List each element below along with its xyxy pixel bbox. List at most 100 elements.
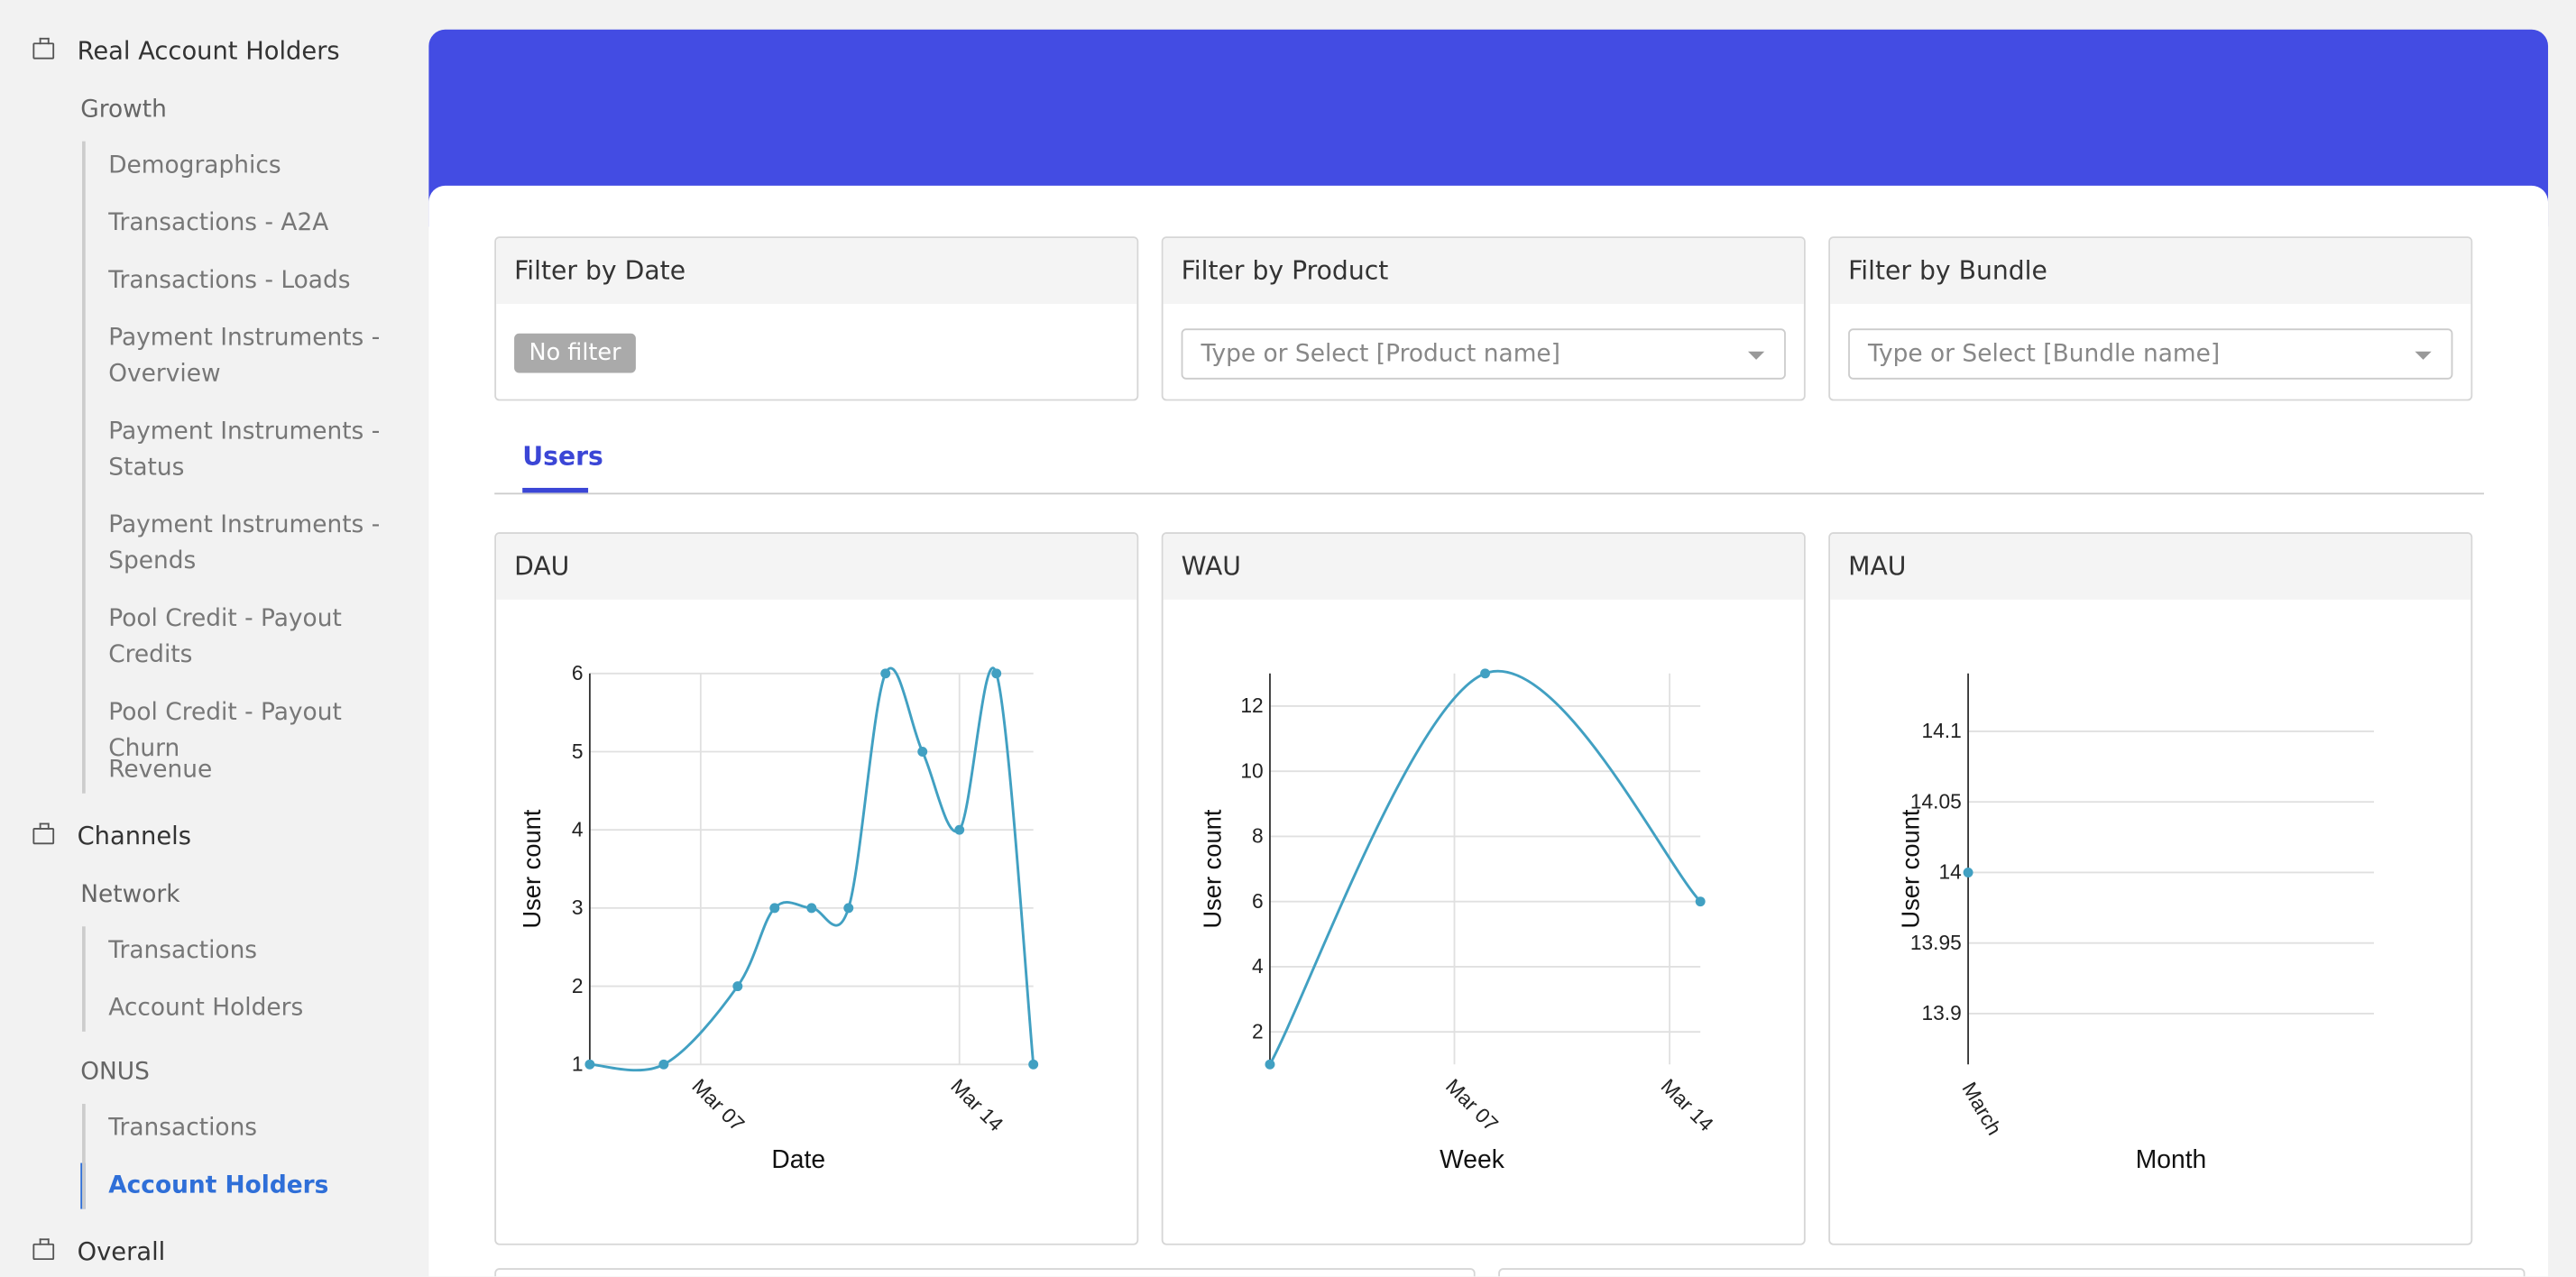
tab[interactable]: Users bbox=[522, 441, 603, 472]
y-tick-label: 13.95 bbox=[1910, 931, 1962, 954]
filter-title: Filter by Product bbox=[1163, 238, 1804, 304]
chart-panel: DAU bbox=[494, 532, 1139, 1245]
point bbox=[1265, 1059, 1275, 1070]
panel bbox=[494, 1268, 1476, 1277]
group-label[interactable]: ONUS bbox=[80, 1059, 150, 1086]
point bbox=[1963, 867, 1973, 877]
y-tick-label: 4 bbox=[1252, 954, 1264, 978]
nav-item[interactable]: Account Holders bbox=[108, 1172, 329, 1199]
y-tick-label: 10 bbox=[1240, 758, 1263, 782]
filter-panel: Filter by Bundle Type or Select [Bundle n… bbox=[1828, 236, 2473, 401]
point bbox=[843, 903, 854, 914]
tab-border bbox=[494, 492, 2485, 495]
briefcase-icon bbox=[32, 828, 55, 845]
point bbox=[1695, 896, 1706, 907]
section-label[interactable]: Channels bbox=[77, 821, 192, 851]
placeholder: Type or Select [Product name] bbox=[1201, 341, 1560, 369]
dropdown-caret bbox=[1748, 351, 1765, 360]
y-tick-label: 2 bbox=[572, 974, 584, 997]
x-tick-label: Mar 14 bbox=[946, 1074, 1007, 1135]
point bbox=[806, 903, 817, 914]
chart-title: WAU bbox=[1163, 533, 1804, 600]
nav-item[interactable]: Pool Credit - Payout Churn bbox=[108, 699, 342, 763]
nav-item[interactable]: Account Holders bbox=[108, 995, 304, 1022]
y-tick-label: 8 bbox=[1252, 824, 1264, 848]
point bbox=[658, 1059, 669, 1070]
nav-item[interactable]: Demographics bbox=[108, 152, 281, 179]
y-tick-label: 6 bbox=[572, 661, 584, 684]
nav-item[interactable]: Pool Credit - Payout Credits bbox=[108, 606, 342, 669]
briefcase-handle bbox=[39, 37, 50, 45]
x-axis-label: Month bbox=[2136, 1144, 2206, 1173]
select-input[interactable]: Type or Select [Product name] bbox=[1181, 328, 1786, 380]
line bbox=[1268, 669, 1702, 1065]
y-axis-label: User count bbox=[1896, 809, 1924, 928]
filter-panel: Filter by Date No filter bbox=[494, 236, 1139, 401]
briefcase-handle bbox=[39, 1238, 50, 1245]
x-tick-label: Mar 07 bbox=[687, 1074, 749, 1135]
briefcase-handle bbox=[39, 822, 50, 830]
filter-title: Filter by Date bbox=[496, 238, 1137, 304]
filter-title: Filter by Bundle bbox=[1830, 238, 2471, 304]
point bbox=[880, 668, 891, 679]
briefcase-icon bbox=[32, 1243, 55, 1261]
y-tick-label: 12 bbox=[1240, 694, 1263, 717]
y-tick-label: 14.05 bbox=[1910, 789, 1962, 813]
no-filter-button[interactable]: No filter bbox=[514, 333, 637, 373]
panel bbox=[1498, 1268, 2525, 1277]
briefcase-icon bbox=[32, 42, 55, 60]
section-label[interactable]: Overall bbox=[77, 1236, 166, 1267]
y-tick-label: 13.9 bbox=[1922, 1001, 1962, 1024]
dropdown-caret bbox=[2415, 351, 2432, 360]
x-axis-label: Week bbox=[1440, 1144, 1505, 1173]
y-tick-label: 14.1 bbox=[1922, 719, 1962, 742]
chart-panel: MAU bbox=[1828, 532, 2473, 1245]
chart-panel: WAU bbox=[1161, 532, 1806, 1245]
nav-tree-line bbox=[82, 1104, 86, 1209]
tab-indicator bbox=[522, 487, 589, 493]
point bbox=[917, 747, 928, 757]
x-tick-label: Mar 14 bbox=[1657, 1074, 1718, 1135]
nav-item[interactable]: Transactions - Loads bbox=[108, 267, 351, 295]
point bbox=[1480, 668, 1491, 679]
point bbox=[732, 981, 743, 992]
placeholder: Type or Select [Bundle name] bbox=[1867, 341, 2221, 369]
nav-item[interactable]: Payment Instruments - Status bbox=[108, 418, 381, 482]
x-tick-label: March bbox=[1957, 1078, 2006, 1139]
y-axis-label: User count bbox=[1198, 809, 1226, 928]
group-label[interactable]: Network bbox=[80, 882, 180, 909]
select-input[interactable]: Type or Select [Bundle name] bbox=[1848, 328, 2453, 380]
sidebar: Real Account Holders Growth Demographics Tr… bbox=[0, 0, 429, 1277]
nav-item[interactable]: Revenue bbox=[108, 757, 213, 784]
x-tick-label: Mar 07 bbox=[1441, 1074, 1503, 1135]
group-label[interactable]: Growth bbox=[80, 96, 167, 124]
chart-title: DAU bbox=[496, 533, 1137, 600]
nav-item[interactable]: Transactions bbox=[108, 1115, 258, 1142]
nav-item[interactable]: Payment Instruments - Spends bbox=[108, 512, 381, 575]
y-tick-label: 3 bbox=[572, 896, 584, 919]
y-tick-label: 5 bbox=[572, 740, 584, 763]
y-tick-label: 6 bbox=[1252, 889, 1264, 913]
nav-tree-line bbox=[82, 141, 86, 794]
nav-item[interactable]: Transactions - A2A bbox=[108, 210, 329, 237]
point bbox=[1028, 1059, 1039, 1070]
y-tick-label: 1 bbox=[572, 1052, 584, 1076]
point bbox=[991, 668, 1002, 679]
nav-item[interactable]: Transactions bbox=[108, 938, 258, 965]
point bbox=[954, 824, 965, 835]
chart-title: MAU bbox=[1830, 533, 2471, 600]
y-tick-label: 4 bbox=[572, 817, 584, 841]
line bbox=[589, 666, 1035, 1072]
section-label[interactable]: Real Account Holders bbox=[77, 36, 340, 66]
x-axis-label: Date bbox=[771, 1144, 825, 1173]
nav-item[interactable]: Payment Instruments - Overview bbox=[108, 325, 381, 388]
filter-panel: Filter by Product Type or Select [Product… bbox=[1161, 236, 1806, 401]
nav-tree-line bbox=[82, 926, 86, 1032]
y-tick-label: 14 bbox=[1938, 860, 1961, 884]
y-axis-label: User count bbox=[518, 809, 546, 928]
y-tick-label: 2 bbox=[1252, 1019, 1264, 1043]
point bbox=[769, 903, 780, 914]
point bbox=[584, 1059, 595, 1070]
